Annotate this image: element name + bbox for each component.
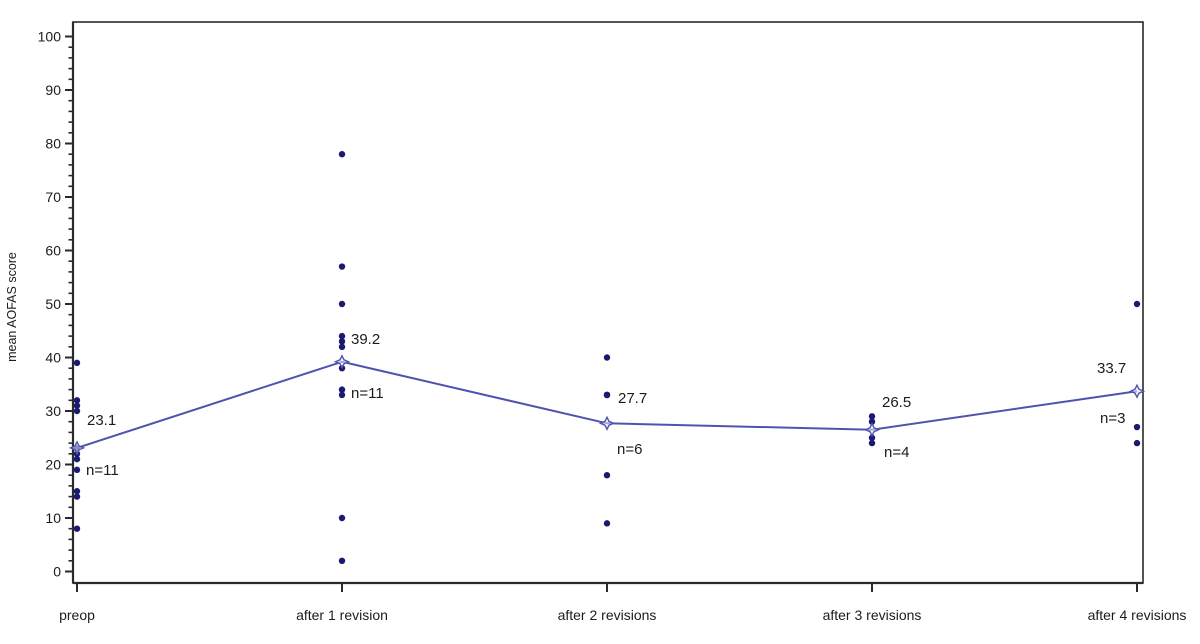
y-tick-label: 10: [45, 510, 61, 526]
mean-line: [76, 360, 1138, 449]
data-point: [73, 455, 81, 463]
y-tick-label: 70: [45, 189, 61, 205]
data-point: [603, 354, 611, 361]
mean-marker: [333, 354, 351, 370]
data-point: [73, 407, 81, 415]
mean-marker: [68, 440, 86, 456]
data-point: [338, 332, 346, 340]
mean-value-label: 33.7: [1097, 360, 1126, 377]
y-axis-title: mean AOFAS score: [5, 252, 19, 362]
data-point: [603, 520, 611, 527]
mean-value-label: 27.7: [618, 390, 647, 407]
data-point: [338, 386, 346, 393]
data-point: [1133, 439, 1141, 447]
data-point: [338, 391, 346, 399]
n-count-label: n=6: [617, 441, 642, 458]
mean-marker: [863, 422, 881, 438]
x-tick-label: after 2 revisions: [558, 607, 657, 623]
y-tick-label: 30: [45, 403, 61, 419]
y-tick-label: 0: [53, 564, 61, 580]
data-point: [338, 514, 346, 522]
y-tick-label: 60: [45, 243, 61, 259]
data-point: [1133, 423, 1141, 431]
y-tick-label: 20: [45, 457, 61, 473]
y-tick-label: 100: [38, 29, 62, 45]
data-point: [73, 397, 81, 404]
data-point: [338, 300, 346, 308]
data-point: [603, 472, 611, 479]
data-point: [73, 525, 81, 532]
n-count-label: n=4: [884, 444, 909, 461]
data-point: [868, 439, 876, 447]
axis-layer: 0 10 20 30 40 50 60 70 80 90 100 preop after 1 revis…: [38, 29, 1187, 624]
data-point: [73, 466, 81, 474]
x-tick-label: preop: [59, 607, 95, 623]
data-point: [338, 343, 346, 350]
plot-frame-layer: [71, 21, 1144, 585]
data-point: [1133, 300, 1141, 308]
mean-value-label: 39.2: [351, 331, 380, 348]
y-tick-label: 80: [45, 136, 61, 152]
series-layer: [68, 151, 1146, 564]
data-point: [868, 434, 876, 441]
data-point: [73, 402, 81, 409]
x-tick-label: after 3 revisions: [823, 607, 922, 623]
plot-frame: [72, 21, 1144, 584]
data-point: [603, 391, 611, 399]
data-point: [868, 418, 876, 425]
data-point: [73, 359, 81, 367]
n-count-label: n=11: [86, 462, 119, 479]
x-tick-label: after 1 revision: [296, 607, 388, 623]
data-point: [868, 413, 876, 420]
n-count-label: n=11: [351, 385, 384, 402]
data-point: [338, 263, 346, 270]
y-tick-label: 40: [45, 350, 61, 366]
data-point: [73, 493, 81, 500]
data-point: [338, 557, 346, 564]
data-point: [73, 488, 81, 495]
data-point: [338, 151, 346, 158]
y-tick-label: 90: [45, 82, 61, 98]
y-tick-label: 50: [45, 296, 61, 312]
data-point: [338, 338, 346, 345]
annotation-layer: 23.1 n=11 39.2 n=11 27.7 n=6 26.5 n=4 33.7 n=3: [86, 331, 1126, 479]
mean-value-label: 23.1: [87, 412, 116, 429]
x-tick-label: after 4 revisions: [1088, 607, 1187, 623]
n-count-label: n=3: [1100, 410, 1125, 427]
mean-marker: [1128, 383, 1146, 399]
mean-marker: [598, 415, 616, 431]
mean-value-label: 26.5: [882, 394, 911, 411]
